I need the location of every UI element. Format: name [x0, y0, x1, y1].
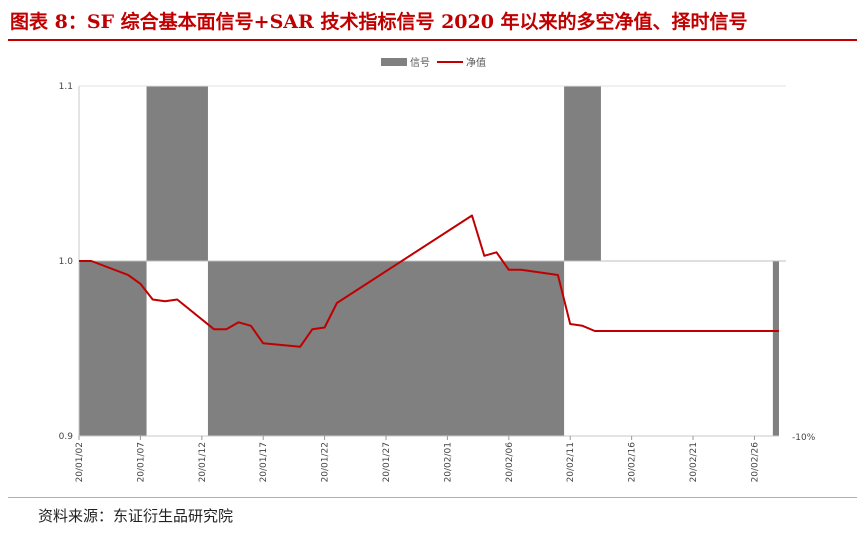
chart-title: 图表 8：SF 综合基本面信号+SAR 技术指标信号 2020 年以来的多空净值… [10, 11, 748, 33]
y-tick-label: 1.0 [59, 257, 74, 267]
x-tick-label: 20/02/11 [566, 442, 576, 482]
signal-band [146, 86, 208, 261]
x-tick-label: 20/02/16 [628, 442, 638, 483]
legend-label: 信号 [410, 57, 430, 69]
signal-band [564, 86, 601, 261]
x-tick-label: 20/01/27 [382, 442, 392, 482]
y-axis: 1.1 1.0 0.9 -10% [59, 82, 816, 443]
y-right-tick-label: -10% [792, 433, 816, 443]
x-axis: 20/01/02 20/01/07 20/01/12 20/01/17 20/01/22… [75, 436, 760, 482]
x-tick-label: 20/02/21 [689, 442, 699, 482]
y-tick-label: 1.1 [59, 82, 73, 92]
legend-swatch-signal [381, 58, 407, 66]
x-tick-label: 20/01/17 [259, 442, 269, 482]
x-tick-label: 20/01/22 [321, 442, 331, 482]
x-tick-label: 20/02/01 [443, 442, 453, 482]
x-tick-label: 20/01/02 [75, 442, 85, 482]
nav-line [79, 214, 779, 348]
x-tick-label: 20/01/07 [136, 442, 146, 482]
signal-band [79, 261, 147, 436]
x-tick-label: 20/02/26 [750, 442, 760, 483]
legend-label: 净值 [466, 56, 486, 69]
signal-band [772, 261, 779, 436]
chart: 信号 净值 1.11.00.9 -10% 20/01/02 20/01/07 20/01… [59, 56, 816, 482]
title-divider [8, 39, 857, 41]
signal-area-series [79, 86, 779, 436]
source-divider [8, 497, 857, 498]
plot-frame [78, 85, 786, 437]
y-tick-label: 0.9 [59, 432, 74, 442]
signal-band [207, 261, 565, 436]
legend: 信号 净值 [381, 56, 486, 69]
nav-line-series [79, 214, 779, 348]
x-tick-label: 20/02/06 [505, 442, 515, 483]
source-note: 资料来源：东证衍生品研究院 [38, 507, 234, 525]
x-tick-label: 20/01/12 [198, 442, 208, 482]
